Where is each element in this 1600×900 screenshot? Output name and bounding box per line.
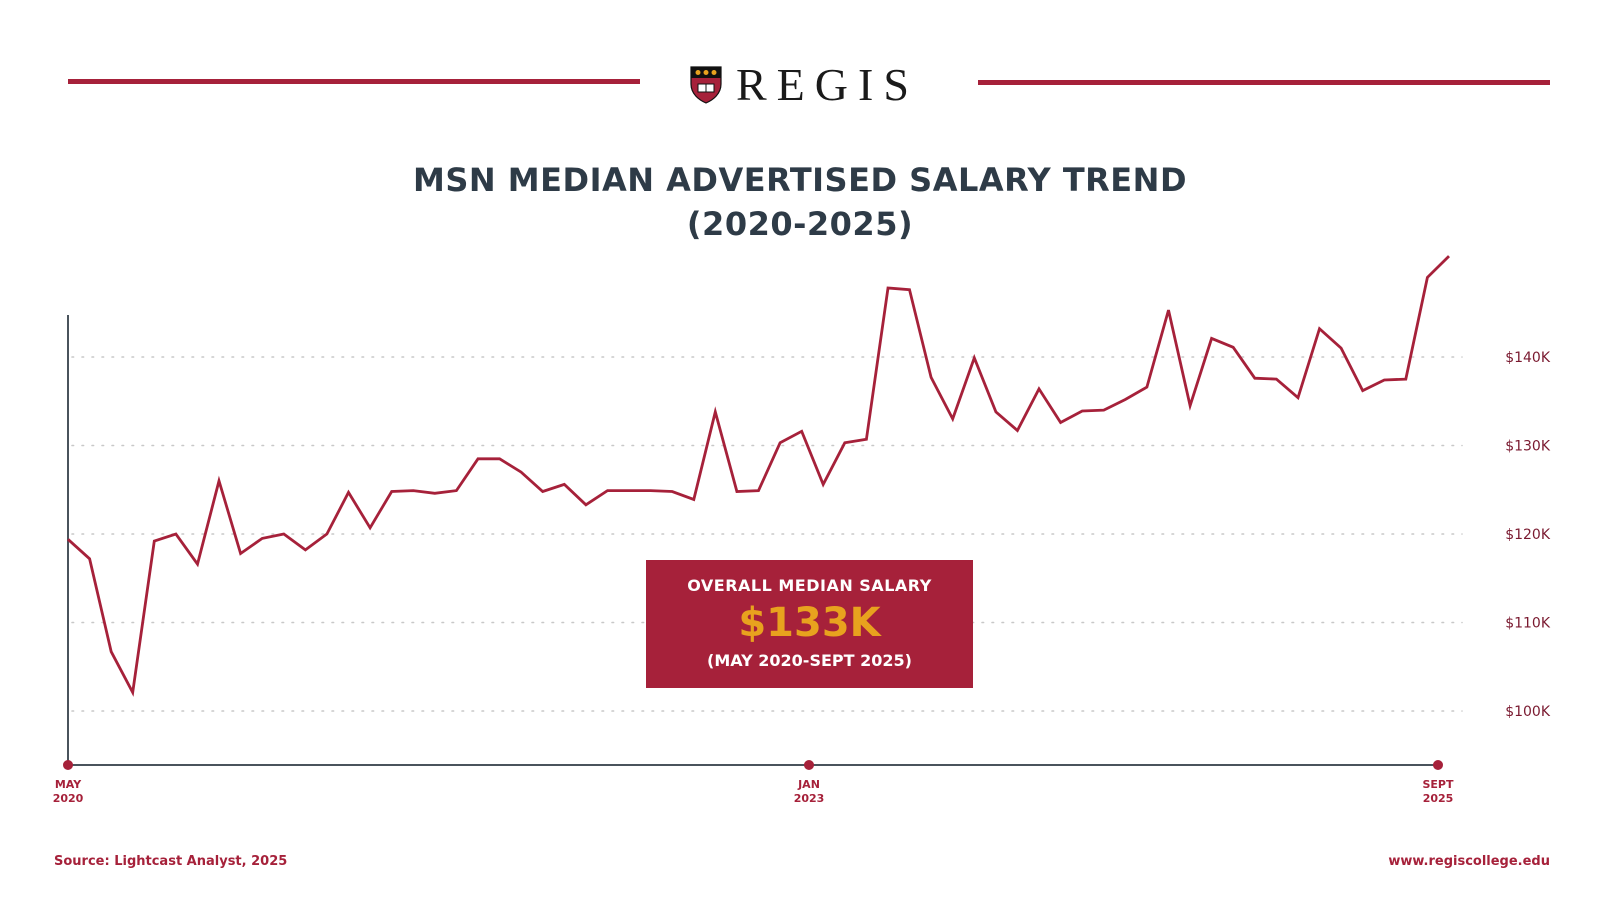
- y-axis-label: $130K: [1505, 439, 1551, 455]
- x-axis-label: 2020: [53, 792, 84, 805]
- salary-trend-line: [67, 255, 1450, 697]
- x-axis-label: SEPT: [1422, 778, 1453, 791]
- x-axis-marker: [1433, 760, 1443, 770]
- x-axis-marker: [63, 760, 73, 770]
- chart-title-line1: MSN MEDIAN ADVERTISED SALARY TREND: [412, 161, 1187, 199]
- regis-logo: REGIS: [690, 58, 919, 111]
- x-axis-marker: [804, 760, 814, 770]
- source-note: Source: Lightcast Analyst, 2025: [54, 854, 288, 869]
- callout-value: $133K: [738, 600, 881, 646]
- brand-name: REGIS: [736, 59, 919, 110]
- y-axis-label: $140K: [1505, 350, 1551, 366]
- x-axis-label: JAN: [797, 778, 820, 791]
- x-axis-label: 2023: [794, 792, 825, 805]
- chart-title-line2: (2020-2025): [686, 205, 914, 243]
- callout-range: (MAY 2020-SEPT 2025): [707, 651, 912, 670]
- header-rule-left: [68, 79, 640, 84]
- chart-title: MSN MEDIAN ADVERTISED SALARY TREND (2020…: [0, 158, 1600, 246]
- callout-label: OVERALL MEDIAN SALARY: [687, 576, 932, 595]
- y-axis-label: $110K: [1505, 616, 1551, 632]
- overall-median-callout: OVERALL MEDIAN SALARY $133K (MAY 2020-SE…: [646, 560, 973, 688]
- website-link[interactable]: www.regiscollege.edu: [1388, 854, 1550, 869]
- x-axis-label: 2025: [1423, 792, 1454, 805]
- y-axis-label: $100K: [1505, 704, 1551, 720]
- y-axis-label: $120K: [1505, 527, 1551, 543]
- x-axis-label: MAY: [55, 778, 82, 791]
- shield-crest-icon: [690, 65, 722, 104]
- header-rule-right: [978, 80, 1550, 85]
